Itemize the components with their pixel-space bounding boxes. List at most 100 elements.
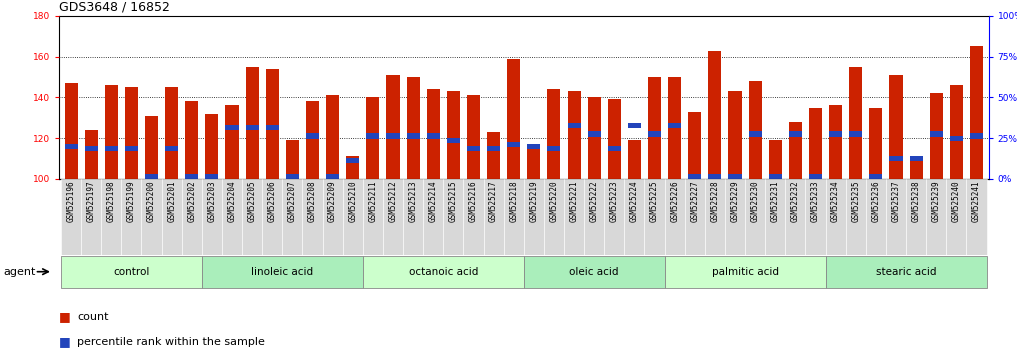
Text: GSM525210: GSM525210	[348, 180, 357, 222]
Text: control: control	[113, 267, 149, 277]
FancyBboxPatch shape	[201, 256, 363, 288]
Text: GSM525218: GSM525218	[510, 180, 519, 222]
Text: GSM525219: GSM525219	[529, 180, 538, 222]
Text: GSM525207: GSM525207	[288, 180, 297, 222]
Bar	[950, 136, 963, 141]
FancyBboxPatch shape	[302, 179, 322, 255]
Bar	[487, 132, 500, 179]
Text: GSM525211: GSM525211	[368, 180, 377, 222]
Bar	[366, 97, 379, 179]
FancyBboxPatch shape	[604, 179, 624, 255]
Text: oleic acid: oleic acid	[570, 267, 619, 277]
Bar	[145, 116, 158, 179]
Text: GSM525234: GSM525234	[831, 180, 840, 222]
FancyBboxPatch shape	[262, 179, 283, 255]
Text: GSM525206: GSM525206	[267, 180, 277, 222]
FancyBboxPatch shape	[584, 179, 604, 255]
FancyBboxPatch shape	[725, 179, 745, 255]
Bar	[125, 87, 138, 179]
Text: GSM525216: GSM525216	[469, 180, 478, 222]
FancyBboxPatch shape	[645, 179, 664, 255]
Text: GSM525196: GSM525196	[66, 180, 75, 222]
Text: GSM525227: GSM525227	[691, 180, 700, 222]
Bar	[427, 89, 439, 179]
Bar	[728, 91, 741, 179]
Bar	[567, 123, 581, 129]
Bar	[205, 114, 219, 179]
Text: count: count	[77, 312, 109, 322]
Text: GSM525212: GSM525212	[388, 180, 398, 222]
FancyBboxPatch shape	[61, 179, 81, 255]
Bar	[547, 146, 560, 151]
Bar	[890, 156, 902, 161]
Bar	[467, 95, 480, 179]
Bar	[446, 138, 460, 143]
Bar	[165, 146, 178, 151]
FancyBboxPatch shape	[524, 179, 544, 255]
Text: palmitic acid: palmitic acid	[712, 267, 779, 277]
Bar	[789, 131, 802, 137]
Bar	[668, 123, 681, 129]
Text: GSM525215: GSM525215	[448, 180, 458, 222]
Text: GSM525213: GSM525213	[409, 180, 418, 222]
FancyBboxPatch shape	[926, 179, 946, 255]
FancyBboxPatch shape	[765, 179, 785, 255]
Text: GSM525204: GSM525204	[228, 180, 237, 222]
Text: GSM525201: GSM525201	[167, 180, 176, 222]
Bar	[407, 133, 420, 138]
FancyBboxPatch shape	[846, 179, 865, 255]
Text: GSM525231: GSM525231	[771, 180, 780, 222]
Bar	[870, 174, 883, 179]
Bar	[226, 105, 239, 179]
Text: GSM525241: GSM525241	[972, 180, 981, 222]
Text: GSM525228: GSM525228	[711, 180, 719, 222]
Bar	[286, 140, 299, 179]
FancyBboxPatch shape	[946, 179, 966, 255]
FancyBboxPatch shape	[664, 256, 826, 288]
Bar	[588, 131, 601, 137]
FancyBboxPatch shape	[705, 179, 725, 255]
Bar	[205, 174, 219, 179]
Bar	[346, 158, 359, 163]
Text: GSM525224: GSM525224	[630, 180, 639, 222]
Bar	[627, 123, 641, 129]
Bar	[749, 131, 762, 137]
Text: GSM525238: GSM525238	[911, 180, 920, 222]
Text: GSM525232: GSM525232	[791, 180, 800, 222]
Text: GSM525197: GSM525197	[86, 180, 96, 222]
Text: GSM525199: GSM525199	[127, 180, 136, 222]
Bar	[64, 144, 77, 149]
Bar	[125, 146, 138, 151]
FancyBboxPatch shape	[564, 179, 584, 255]
Bar	[467, 146, 480, 151]
Text: GSM525198: GSM525198	[107, 180, 116, 222]
Bar	[769, 140, 782, 179]
FancyBboxPatch shape	[785, 179, 805, 255]
FancyBboxPatch shape	[745, 179, 765, 255]
Bar	[749, 81, 762, 179]
Bar	[709, 51, 721, 179]
Bar	[689, 112, 702, 179]
FancyBboxPatch shape	[363, 256, 524, 288]
FancyBboxPatch shape	[544, 179, 564, 255]
Bar	[909, 156, 922, 161]
Text: ■: ■	[59, 335, 71, 348]
Text: GSM525235: GSM525235	[851, 180, 860, 222]
FancyBboxPatch shape	[886, 179, 906, 255]
Bar	[306, 101, 319, 179]
Text: GSM525209: GSM525209	[328, 180, 337, 222]
Text: GSM525208: GSM525208	[308, 180, 317, 222]
Bar	[386, 133, 400, 138]
Bar	[527, 148, 540, 179]
Text: GSM525223: GSM525223	[610, 180, 618, 222]
Bar	[648, 77, 661, 179]
Bar	[849, 131, 862, 137]
Text: GSM525220: GSM525220	[549, 180, 558, 222]
FancyBboxPatch shape	[684, 179, 705, 255]
Text: GSM525225: GSM525225	[650, 180, 659, 222]
Bar	[890, 75, 902, 179]
FancyBboxPatch shape	[102, 179, 121, 255]
FancyBboxPatch shape	[81, 179, 102, 255]
Bar	[165, 87, 178, 179]
Bar	[105, 85, 118, 179]
